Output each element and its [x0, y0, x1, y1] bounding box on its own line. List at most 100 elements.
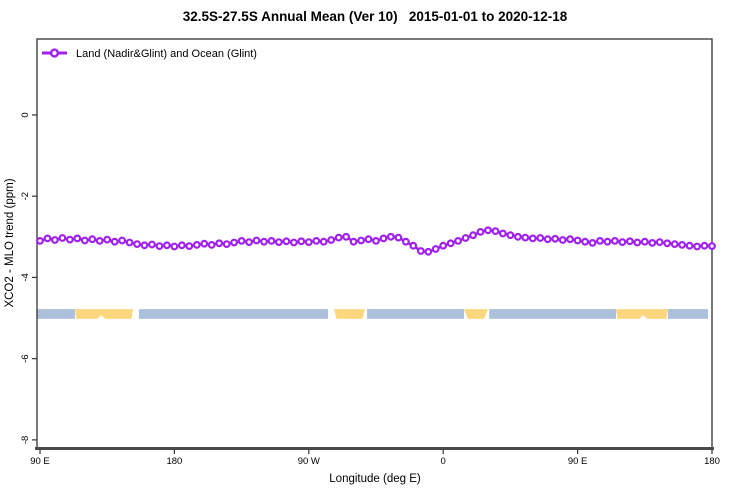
series-point-marker: [282, 237, 291, 246]
series-point-marker: [611, 236, 619, 245]
series-point-marker: [267, 236, 276, 245]
y-tick-label: 0: [20, 112, 31, 117]
x-tick-label: 180: [704, 456, 720, 467]
x-axis-title: Longitude (deg E): [329, 473, 421, 485]
series-point-marker: [58, 234, 67, 242]
series-point-marker: [693, 242, 701, 251]
series-point-marker: [618, 238, 627, 247]
band-ocean-segment: [667, 309, 708, 319]
series-point-marker: [252, 236, 261, 245]
series-point-marker: [200, 239, 209, 248]
series-point-marker: [304, 238, 313, 247]
series-point-marker: [207, 240, 216, 249]
series-point-marker: [103, 235, 112, 244]
series-point-marker: [155, 242, 164, 251]
series-point-marker: [424, 247, 433, 256]
series-point-marker: [88, 235, 97, 244]
series-point-marker: [65, 235, 74, 244]
series-point-marker: [215, 239, 224, 248]
y-tick-label: -6: [20, 354, 31, 362]
x-tick-label: 90 E: [30, 456, 50, 467]
series-point-marker: [670, 240, 679, 249]
series-point-marker: [663, 239, 672, 248]
x-tick-label: 180: [166, 456, 182, 467]
series-point-marker: [633, 238, 642, 247]
series-point-marker: [140, 241, 149, 250]
series-point-marker: [327, 236, 336, 244]
series-point-marker: [51, 236, 59, 244]
series-point-marker: [357, 236, 366, 245]
series-point-marker: [446, 239, 455, 248]
series-point-marker: [454, 236, 463, 245]
band-ocean-segment: [367, 309, 464, 319]
series-point-marker: [536, 234, 545, 242]
series-point-marker: [118, 236, 126, 245]
series-point-marker: [387, 232, 395, 241]
series-point-marker: [80, 236, 89, 245]
series-point-marker: [110, 237, 119, 246]
series-point-marker: [514, 232, 522, 241]
series-point-marker: [431, 245, 440, 253]
y-tick-label: -4: [20, 273, 31, 281]
series-point-marker: [476, 227, 485, 236]
series-point-marker: [237, 236, 246, 245]
chart-title: 32.5S-27.5S Annual Mean (Ver 10) 2015-01…: [182, 9, 568, 24]
series-point-marker: [678, 240, 686, 249]
series-point-marker: [506, 231, 515, 240]
series-point-marker: [685, 241, 694, 250]
series-point-marker: [528, 234, 537, 243]
series-point-marker: [372, 236, 380, 245]
series-point-marker: [319, 237, 328, 246]
series-point-marker: [394, 233, 403, 242]
series-point-marker: [655, 238, 664, 247]
band-land-segment: [615, 309, 668, 319]
series-point-marker: [573, 236, 582, 245]
y-tick-label: -8: [20, 436, 31, 444]
band-land-segment: [74, 309, 134, 319]
legend-marker-icon: [49, 48, 60, 58]
series-point-marker: [275, 238, 283, 247]
band-land-segment: [463, 309, 488, 319]
band-ocean-segment: [37, 309, 75, 319]
legend-label: Land (Nadir&Glint) and Ocean (Glint): [76, 48, 257, 60]
series-point-marker: [491, 227, 500, 236]
series-point-marker: [558, 236, 567, 244]
y-tick-label: -2: [20, 192, 31, 200]
series-point-marker: [312, 236, 321, 245]
series-point-marker: [603, 237, 612, 246]
series-point-marker: [439, 241, 448, 250]
series-point-marker: [700, 241, 709, 250]
series-point-marker: [640, 237, 649, 246]
series-point-marker: [521, 233, 530, 242]
series-point-marker: [461, 234, 470, 242]
series-point-marker: [260, 237, 268, 246]
series-point-marker: [125, 238, 134, 247]
series-point-marker: [469, 231, 478, 240]
band-land-segment: [334, 309, 365, 319]
series-point-marker: [551, 234, 560, 243]
series-point-marker: [364, 235, 373, 244]
band-ocean-segment: [139, 309, 329, 319]
series-point-marker: [499, 229, 507, 238]
series-point-marker: [581, 237, 589, 246]
series-point-marker: [43, 234, 52, 243]
series-point-marker: [349, 237, 358, 246]
series-point-marker: [185, 242, 194, 251]
series-point-marker: [230, 238, 239, 247]
series-point-marker: [484, 226, 492, 235]
series-point-marker: [626, 237, 634, 246]
series-point-marker: [588, 238, 597, 247]
series-point-marker: [95, 236, 104, 245]
y-axis-title: XCO2 - MLO trend (ppm): [4, 178, 16, 307]
series-point-marker: [379, 234, 388, 243]
series-point-marker: [133, 240, 142, 249]
series-point-marker: [402, 237, 410, 246]
series-point-marker: [543, 235, 552, 244]
series-point-marker: [409, 241, 418, 250]
series-point-marker: [596, 236, 604, 245]
series-point-marker: [648, 238, 657, 247]
series-point-marker: [192, 240, 201, 249]
series-point-marker: [708, 242, 716, 251]
